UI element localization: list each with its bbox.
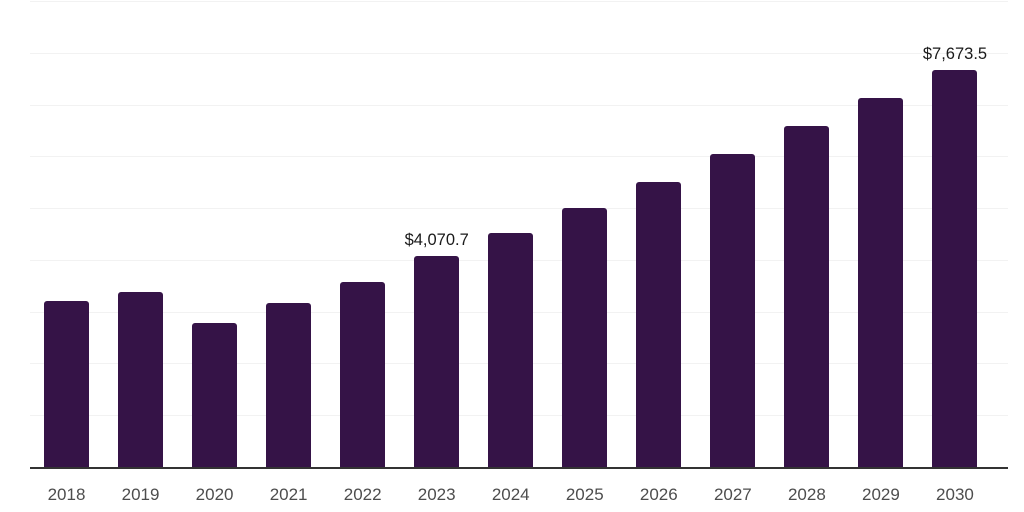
x-tick-label-2028: 2028	[787, 485, 826, 504]
data-label-2023: $4,070.7	[404, 231, 469, 250]
gridline-5000	[30, 208, 1008, 210]
bar-2028[interactable]	[784, 126, 830, 467]
bar-2029[interactable]	[858, 98, 904, 467]
gridline-8000	[30, 52, 1008, 54]
bar-2027[interactable]	[710, 154, 756, 467]
x-tick-label-2022: 2022	[343, 485, 382, 504]
x-tick-label-2027: 2027	[713, 485, 752, 504]
x-tick-label-2029: 2029	[862, 485, 900, 504]
x-tick-label-2021: 2021	[269, 485, 308, 504]
bar-2018[interactable]	[44, 301, 89, 467]
bar-2020[interactable]	[192, 323, 238, 467]
data-label-2030: $7,673.5	[922, 44, 988, 63]
x-tick-label-2025: 2025	[565, 485, 604, 504]
bar-2019[interactable]	[118, 291, 164, 467]
x-tick-label-2026: 2026	[639, 485, 678, 504]
gridline-6000	[30, 156, 1008, 158]
x-tick-label-2030: 2030	[936, 485, 974, 504]
x-tick-label-2018: 2018	[47, 485, 86, 504]
x-tick-label-2023: 2023	[417, 485, 456, 504]
gridline-7000	[30, 104, 1008, 106]
bar-2025[interactable]	[562, 208, 608, 467]
bar-2026[interactable]	[636, 181, 682, 467]
x-axis-line	[30, 467, 1008, 469]
bar-2022[interactable]	[340, 281, 386, 467]
bar-2021[interactable]	[266, 303, 312, 467]
bar-2030[interactable]	[932, 69, 978, 467]
x-tick-label-2020: 2020	[195, 485, 234, 504]
bar-2023[interactable]	[414, 256, 460, 467]
x-tick-label-2024: 2024	[491, 485, 530, 504]
gridline-9000	[30, 1, 1008, 2]
x-tick-label-2019: 2019	[121, 485, 160, 504]
bar-2024[interactable]	[488, 232, 534, 467]
